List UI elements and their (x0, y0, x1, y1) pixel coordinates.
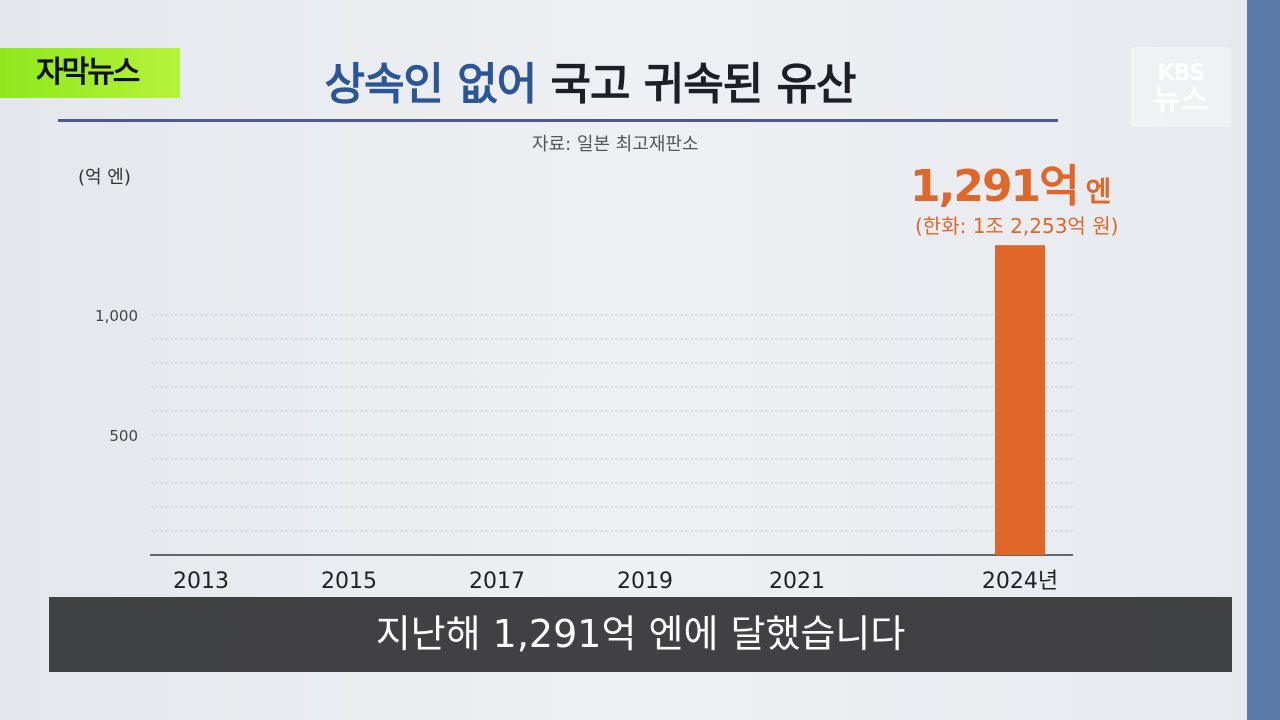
x-tick-label: 2024년 (982, 569, 1058, 594)
x-tick-label: 2013 (173, 569, 229, 594)
x-tick-label: 2017 (469, 569, 525, 594)
title-highlight: 상속인 없어 (324, 59, 537, 110)
page-title: 상속인 없어 국고 귀속된 유산 (0, 48, 1280, 112)
news-tag: 자막뉴스 (0, 48, 180, 98)
logo-line2: 뉴스 (1153, 83, 1209, 118)
y-axis-label: (억 엔) (78, 167, 131, 188)
x-tick-label: 2021 (769, 569, 825, 594)
kbs-logo: KBS 뉴스 (1131, 47, 1231, 127)
source-note: 자료: 일본 최고재판소 (532, 134, 699, 155)
logo-line1: KBS (1157, 61, 1206, 86)
bar (995, 245, 1045, 555)
highlight-sub: (한화: 1조 2,253억 원) (915, 214, 1119, 238)
highlight-value: 1,291억 엔 (910, 150, 1112, 214)
x-tick-label: 2015 (321, 569, 377, 594)
title-divider (58, 119, 1058, 122)
side-bar (1247, 0, 1280, 720)
x-tick-label: 2019 (617, 569, 673, 594)
highlight-unit: 엔 (1085, 175, 1112, 208)
y-tick-label: 1,000 (95, 307, 138, 325)
highlight-number: 1,291억 (910, 161, 1080, 212)
y-tick-label: 500 (109, 427, 138, 445)
title-rest: 국고 귀속된 유산 (536, 59, 857, 110)
subtitle-caption: 지난해 1,291억 엔에 달했습니다 (49, 597, 1232, 672)
